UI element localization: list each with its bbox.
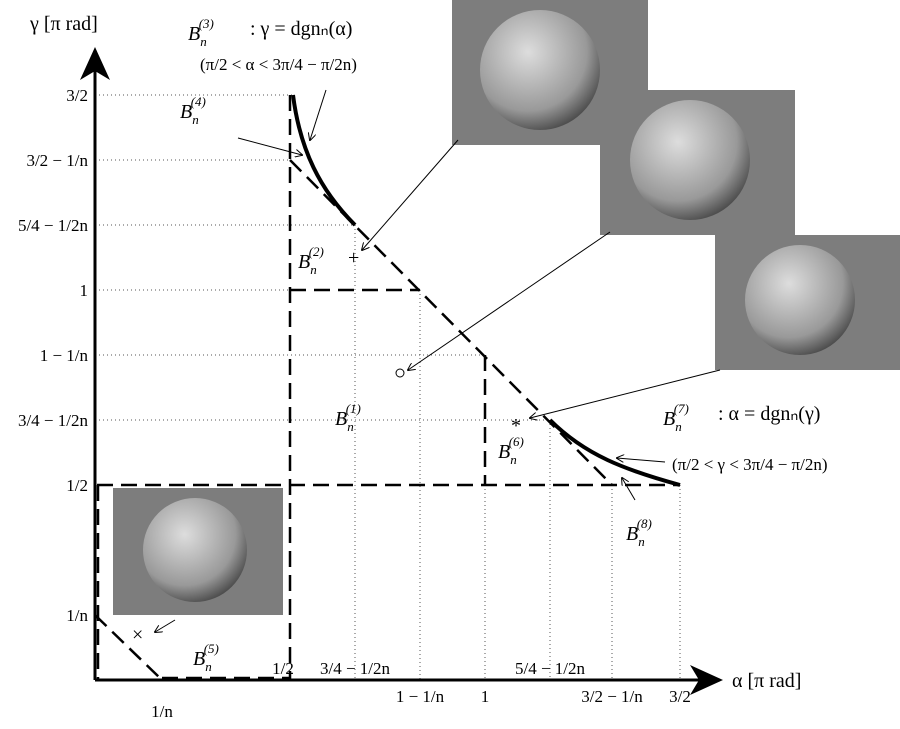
x-tick-label: 3/4 − 1/2n: [320, 659, 391, 678]
x-tick-label: 3/2: [669, 687, 691, 706]
y-tick-label: 5/4 − 1/2n: [18, 216, 89, 235]
region-label: Bn(8): [626, 516, 652, 549]
region-sub: n: [638, 534, 645, 549]
region-sup: (2): [309, 244, 324, 259]
region-sub: n: [192, 112, 199, 127]
y-tick-label: 3/2: [66, 86, 88, 105]
y-tick-label: 1: [80, 281, 89, 300]
region-sub: n: [675, 419, 682, 434]
circle-marker: [396, 369, 404, 377]
region-label: Bn(3): [188, 16, 214, 49]
cross-marker: ×: [132, 624, 143, 646]
region-sub: n: [510, 452, 517, 467]
y-tick-label: 3/2 − 1/n: [26, 151, 88, 170]
x-tick-label: 1 − 1/n: [396, 687, 445, 706]
region-label: Bn(1): [335, 401, 361, 434]
region-sup: (8): [637, 516, 652, 531]
sphere-images: [113, 0, 900, 615]
plus-marker: +: [348, 247, 359, 269]
annotation-condition: (π/2 < α < 3π/4 − π/2n): [200, 55, 357, 74]
y-tick-label: 1/2: [66, 476, 88, 495]
annotation-formula: : α = dgnₙ(γ): [718, 403, 820, 425]
region-sup: (5): [204, 641, 219, 656]
region-sup: (1): [346, 401, 361, 416]
region-sub: n: [347, 419, 354, 434]
x-axis-label: α [π rad]: [732, 670, 801, 692]
y-tick-label: 1 − 1/n: [40, 346, 89, 365]
region-sup: (3): [199, 16, 214, 31]
x-tick-label: 5/4 − 1/2n: [515, 659, 586, 678]
region-label: Bn(7): [663, 401, 689, 434]
region-sub: n: [310, 262, 317, 277]
region-sup: (6): [509, 434, 524, 449]
region-sup: (7): [674, 401, 689, 416]
x-tick-label: 1/n: [151, 702, 173, 721]
region-sub: n: [200, 34, 207, 49]
x-tick-label: 1: [481, 687, 490, 706]
region-sub: n: [205, 659, 212, 674]
x-tick-label: 1/2: [272, 659, 294, 678]
annotation-formula: : γ = dgnₙ(α): [250, 18, 352, 40]
region-label: Bn(5): [193, 641, 219, 674]
y-axis-label: γ [π rad]: [29, 13, 98, 35]
region-label: Bn(6): [498, 434, 524, 467]
region-sup: (4): [191, 94, 206, 109]
y-tick-label: 1/n: [66, 606, 88, 625]
region-label: Bn(2): [298, 244, 324, 277]
y-tick-label: 3/4 − 1/2n: [18, 411, 89, 430]
x-tick-label: 3/2 − 1/n: [581, 687, 643, 706]
diagram: + * × γ [π rad] α [π rad] 1/n1/23/4 − 1/…: [0, 0, 900, 729]
region-label: Bn(4): [180, 94, 206, 127]
annotation-condition: (π/2 < γ < 3π/4 − π/2n): [672, 455, 828, 474]
